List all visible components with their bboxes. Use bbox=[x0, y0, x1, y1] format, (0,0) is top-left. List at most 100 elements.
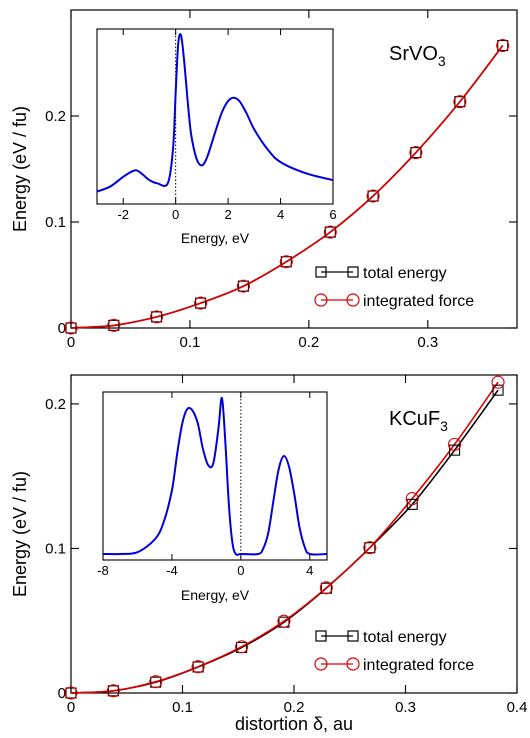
data-point-square bbox=[410, 147, 422, 159]
inset-x-axis-label: Energy, eV bbox=[181, 230, 250, 246]
series-markers bbox=[64, 375, 505, 700]
data-point-square bbox=[192, 661, 204, 673]
data-point-square bbox=[65, 322, 77, 334]
inset-x-tick-label: 4 bbox=[306, 563, 313, 578]
x-axis-label: distortion δ, au bbox=[235, 714, 353, 734]
data-point-square bbox=[324, 226, 336, 238]
x-tick-label: 0 bbox=[67, 699, 75, 716]
data-point-circle bbox=[453, 95, 467, 109]
series-lines bbox=[70, 45, 504, 329]
inset-x-tick-label: -4 bbox=[166, 563, 178, 578]
data-point-circle bbox=[279, 255, 293, 269]
x-tick-label: 0.2 bbox=[298, 334, 319, 351]
data-point-square bbox=[151, 311, 163, 323]
series-line-integrated-force bbox=[70, 45, 504, 329]
data-point-square bbox=[108, 319, 120, 331]
x-tick-label: 0.1 bbox=[172, 699, 193, 716]
y-tick-label: 0.1 bbox=[45, 214, 66, 231]
inset-dos: -8 -4 0 4 Energy, eV bbox=[97, 391, 328, 603]
x-tick-label: 0.3 bbox=[395, 699, 416, 716]
inset-x-tick-label: -2 bbox=[117, 207, 129, 222]
data-point-square bbox=[195, 297, 207, 309]
x-tick-label: 0.2 bbox=[284, 699, 305, 716]
inset-x-tick-label: -8 bbox=[97, 563, 109, 578]
inset-x-ticks: -2 0 2 4 6 bbox=[117, 29, 337, 222]
legend-item-integrated-force: integrated force bbox=[314, 657, 474, 674]
panel-srvo3: 0 0.1 0.2 0.3 0 0.1 0.2 Energy (eV / fu) SrVO… bbox=[10, 9, 518, 351]
y-tick-label: 0 bbox=[58, 685, 66, 702]
legend-item-total-energy: total energy bbox=[315, 629, 447, 646]
data-point-square bbox=[406, 498, 418, 510]
data-point-circle bbox=[194, 296, 208, 310]
dos-curve bbox=[96, 33, 334, 193]
data-point-square bbox=[65, 687, 77, 699]
series-lines bbox=[70, 381, 499, 694]
x-tick-label: 0.1 bbox=[180, 334, 201, 351]
legend: total energy integrated force bbox=[314, 629, 474, 674]
legend-marker-square bbox=[315, 630, 327, 642]
data-point-square bbox=[364, 542, 376, 554]
legend-item-integrated-force: integrated force bbox=[314, 293, 474, 310]
x-ticks: 0 0.1 0.2 0.3 bbox=[67, 10, 438, 351]
data-point-circle bbox=[235, 640, 249, 654]
data-point-circle bbox=[107, 318, 121, 332]
legend-marker-circle bbox=[346, 293, 360, 307]
data-point-circle bbox=[409, 146, 423, 160]
x-ticks: 0 0.1 0.2 0.3 0.4 bbox=[67, 375, 527, 716]
y-tick-label: 0.2 bbox=[45, 396, 66, 413]
material-label: KCuF3 bbox=[389, 408, 448, 434]
inset-frame bbox=[96, 28, 334, 205]
data-point-square bbox=[497, 39, 509, 52]
y-tick-label: 0.1 bbox=[45, 540, 66, 557]
data-point-square bbox=[454, 96, 466, 108]
legend-marker-circle bbox=[314, 657, 328, 671]
data-point-square bbox=[492, 384, 504, 396]
data-point-circle bbox=[491, 375, 505, 389]
legend-label: total energy bbox=[363, 629, 447, 646]
data-point-circle bbox=[405, 492, 419, 506]
inset-x-tick-label: 0 bbox=[237, 563, 244, 578]
data-point-square bbox=[320, 582, 332, 594]
data-point-circle bbox=[64, 321, 78, 335]
data-point-square bbox=[107, 685, 119, 697]
data-point-circle bbox=[448, 437, 462, 451]
data-point-circle bbox=[150, 310, 164, 324]
data-point-square bbox=[237, 280, 250, 292]
legend-label: integrated force bbox=[363, 293, 474, 310]
legend-label: integrated force bbox=[363, 657, 474, 674]
y-ticks: 0 0.1 0.2 bbox=[45, 108, 517, 337]
inset-frame bbox=[102, 391, 328, 561]
data-point-circle bbox=[363, 541, 377, 555]
data-point-circle bbox=[323, 225, 337, 239]
inset-x-tick-label: 4 bbox=[277, 207, 284, 222]
y-axis-label: Energy (eV / fu) bbox=[10, 471, 30, 597]
x-tick-label: 0.3 bbox=[417, 334, 438, 351]
data-point-square bbox=[367, 190, 379, 202]
series-line-integrated-force bbox=[70, 381, 499, 694]
dos-curve bbox=[102, 396, 328, 556]
y-tick-label: 0.2 bbox=[45, 108, 66, 125]
data-point-square bbox=[150, 676, 162, 688]
inset-x-axis-label: Energy, eV bbox=[181, 587, 250, 603]
material-label: SrVO3 bbox=[389, 43, 446, 69]
data-point-circle bbox=[191, 660, 205, 674]
data-point-circle bbox=[149, 675, 163, 689]
legend-marker-square bbox=[347, 266, 359, 278]
data-point-circle bbox=[366, 189, 380, 203]
legend-item-total-energy: total energy bbox=[315, 265, 447, 282]
legend-marker-circle bbox=[314, 293, 328, 307]
plot-frame bbox=[70, 9, 518, 329]
data-point-square bbox=[280, 256, 292, 268]
data-point-circle bbox=[277, 614, 291, 628]
data-point-circle bbox=[236, 279, 251, 293]
data-point-circle bbox=[319, 581, 333, 595]
data-point-square bbox=[449, 444, 461, 456]
legend-marker-circle bbox=[346, 657, 360, 671]
data-point-circle bbox=[496, 38, 510, 53]
series-markers bbox=[64, 38, 510, 335]
inset-x-tick-label: 0 bbox=[172, 207, 179, 222]
legend-marker-square bbox=[315, 266, 327, 278]
data-point-circle bbox=[64, 686, 78, 700]
legend: total energy integrated force bbox=[314, 265, 474, 310]
